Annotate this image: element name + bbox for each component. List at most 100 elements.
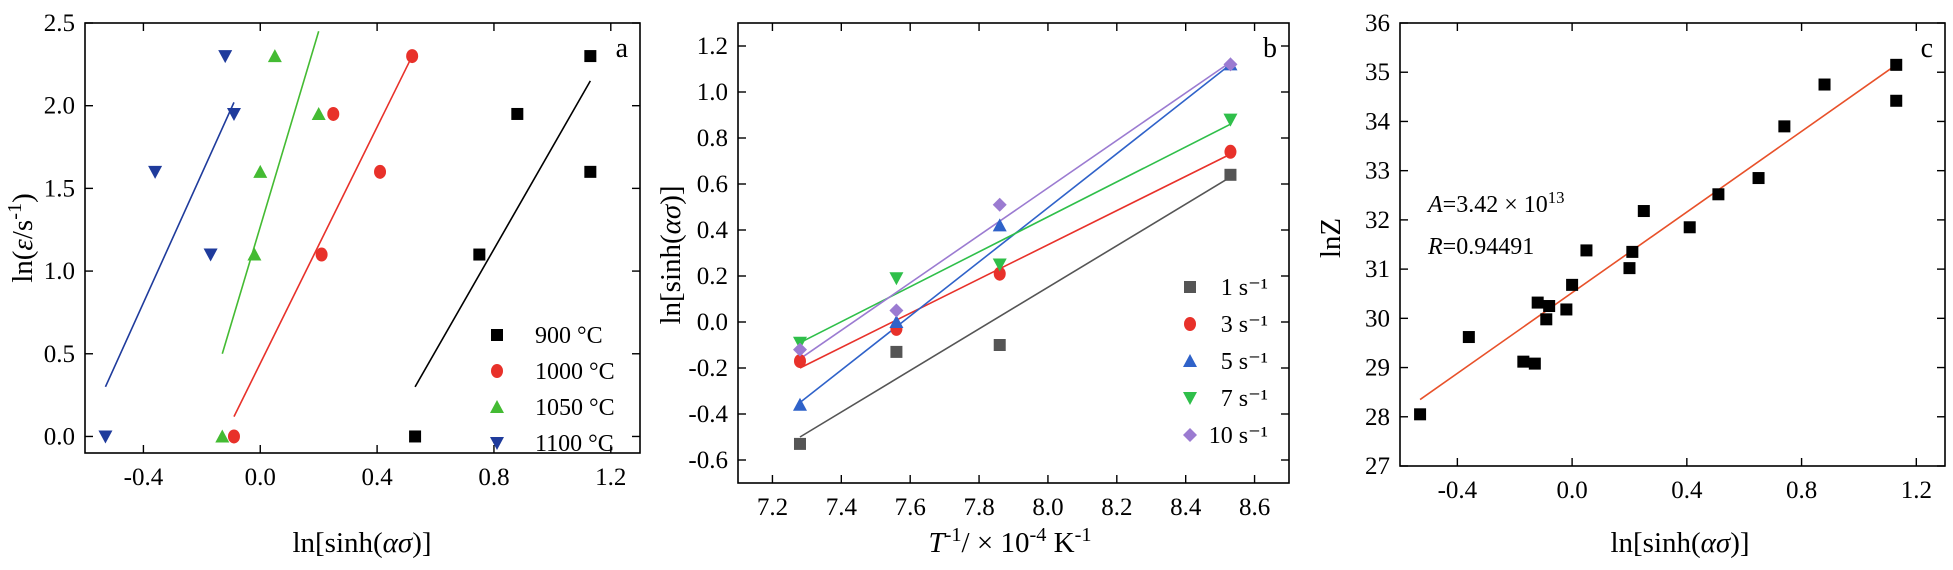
data-point xyxy=(992,197,1007,212)
data-point xyxy=(1712,188,1725,201)
x-tick-label: 8.4 xyxy=(1170,494,1202,521)
y-tick-label: 2.0 xyxy=(44,93,75,120)
data-point xyxy=(992,218,1007,232)
y-tick-label: 0.4 xyxy=(697,217,729,244)
data-point xyxy=(584,50,597,63)
data-point xyxy=(406,49,419,64)
data-point xyxy=(1560,303,1573,316)
legend-marker xyxy=(490,437,504,450)
y-tick-label: 33 xyxy=(1365,158,1390,185)
x-axis-title: ln[sinh(ασ)] xyxy=(292,527,431,559)
y-tick-label: 0.0 xyxy=(697,309,728,336)
panel-letter: c xyxy=(1921,33,1933,64)
data-point xyxy=(215,429,230,443)
legend-entry: 1050 °C xyxy=(535,395,615,421)
y-tick-label: 0.6 xyxy=(697,171,728,198)
x-tick-label: 0.4 xyxy=(1671,477,1703,504)
data-point xyxy=(218,50,233,64)
y-tick-label: 0.5 xyxy=(44,341,75,368)
legend-entry: 10 s⁻¹ xyxy=(1209,423,1268,449)
data-point xyxy=(1623,262,1636,275)
y-tick-label: 0.8 xyxy=(697,125,728,152)
chart-panel-b: 7.2 7.4 7.6 7.8 8.0 8.2 8.4 8.6 -0.6 -0.4 -0.2 0.0 0… xyxy=(655,22,1290,559)
x-tick-label: 8.6 xyxy=(1239,494,1270,521)
data-point xyxy=(1540,313,1553,326)
data-point xyxy=(1890,94,1903,107)
data-point xyxy=(315,247,328,262)
legend-marker xyxy=(1183,428,1197,442)
legend-marker xyxy=(491,364,503,378)
data-point xyxy=(584,165,597,178)
data-point xyxy=(247,247,262,261)
y-tick-label: 27 xyxy=(1365,453,1390,480)
data-point xyxy=(511,107,524,120)
x-tick-label: 0.4 xyxy=(361,464,393,491)
fit-line xyxy=(104,102,235,388)
y-tick-label: 35 xyxy=(1365,59,1390,86)
data-point xyxy=(1543,300,1556,313)
data-point xyxy=(793,354,806,369)
data-point xyxy=(993,339,1006,351)
data-point xyxy=(227,429,240,444)
data-point xyxy=(1223,57,1238,72)
data-point xyxy=(267,49,282,63)
y-tick-label: 0.0 xyxy=(44,423,75,450)
y-tick-label: -0.2 xyxy=(688,355,728,382)
y-axis-title: lnZ xyxy=(1315,218,1347,258)
data-point xyxy=(1580,244,1593,257)
data-point xyxy=(889,303,904,318)
fit-line xyxy=(414,80,592,388)
x-tick-label: 0.0 xyxy=(245,464,276,491)
y-tick-label: 34 xyxy=(1365,108,1391,135)
data-point xyxy=(793,437,806,450)
legend-marker xyxy=(1183,392,1197,405)
legend-entry: 1000 °C xyxy=(535,359,615,385)
y-tick-label: 36 xyxy=(1365,10,1390,37)
x-tick-label: 7.8 xyxy=(963,494,994,521)
data-point xyxy=(1517,355,1530,368)
x-tick-label: 8.0 xyxy=(1032,494,1063,521)
x-tick-label: 0.8 xyxy=(478,464,509,491)
panel-letter: b xyxy=(1263,33,1277,64)
data-point xyxy=(1531,296,1544,309)
y-tick-label: 1.0 xyxy=(44,258,75,285)
data-point xyxy=(993,266,1006,281)
y-tick-label: 1.5 xyxy=(44,175,75,202)
legend-entry: 1100 °C xyxy=(535,431,614,457)
data-point xyxy=(253,164,268,178)
chart-panel-c: -0.4 0.0 0.4 0.8 1.2 27 28 29 30 31 32 33 34 35 36 c ln[… xyxy=(1315,10,1946,559)
legend-entry: 5 s⁻¹ xyxy=(1221,349,1268,375)
x-tick-label: 1.2 xyxy=(1901,477,1932,504)
data-point xyxy=(1462,331,1475,344)
fit-line xyxy=(1419,64,1897,401)
x-tick-label: 7.2 xyxy=(757,494,788,521)
data-point xyxy=(1890,58,1903,71)
data-point xyxy=(792,397,807,411)
fit-line xyxy=(799,176,1231,438)
x-tick-label: 1.2 xyxy=(595,464,626,491)
data-point xyxy=(374,164,387,179)
data-point xyxy=(792,342,807,357)
fit-parameter-a: A=3.42 × 1013 xyxy=(1426,188,1565,219)
data-point xyxy=(1414,408,1427,421)
y-axis-title: ln(ε/s-1) xyxy=(4,193,39,283)
data-point xyxy=(1752,172,1765,185)
legend-marker xyxy=(491,329,503,341)
fit-line xyxy=(799,123,1231,344)
legend-entry: 7 s⁻¹ xyxy=(1221,386,1268,412)
data-point xyxy=(889,272,904,286)
y-tick-label: 1.2 xyxy=(697,33,728,60)
y-tick-label: -0.4 xyxy=(688,401,728,428)
data-point xyxy=(1637,205,1650,218)
data-point xyxy=(327,106,340,121)
y-tick-label: 32 xyxy=(1365,207,1390,234)
y-tick-label: -0.6 xyxy=(688,447,728,474)
data-point xyxy=(98,430,113,444)
data-point xyxy=(203,248,218,262)
fit-parameter-r: R=0.94491 xyxy=(1427,234,1534,260)
data-point xyxy=(1683,221,1696,234)
fit-line xyxy=(799,61,1231,360)
fit-line xyxy=(233,55,413,417)
y-tick-label: 28 xyxy=(1365,404,1390,431)
